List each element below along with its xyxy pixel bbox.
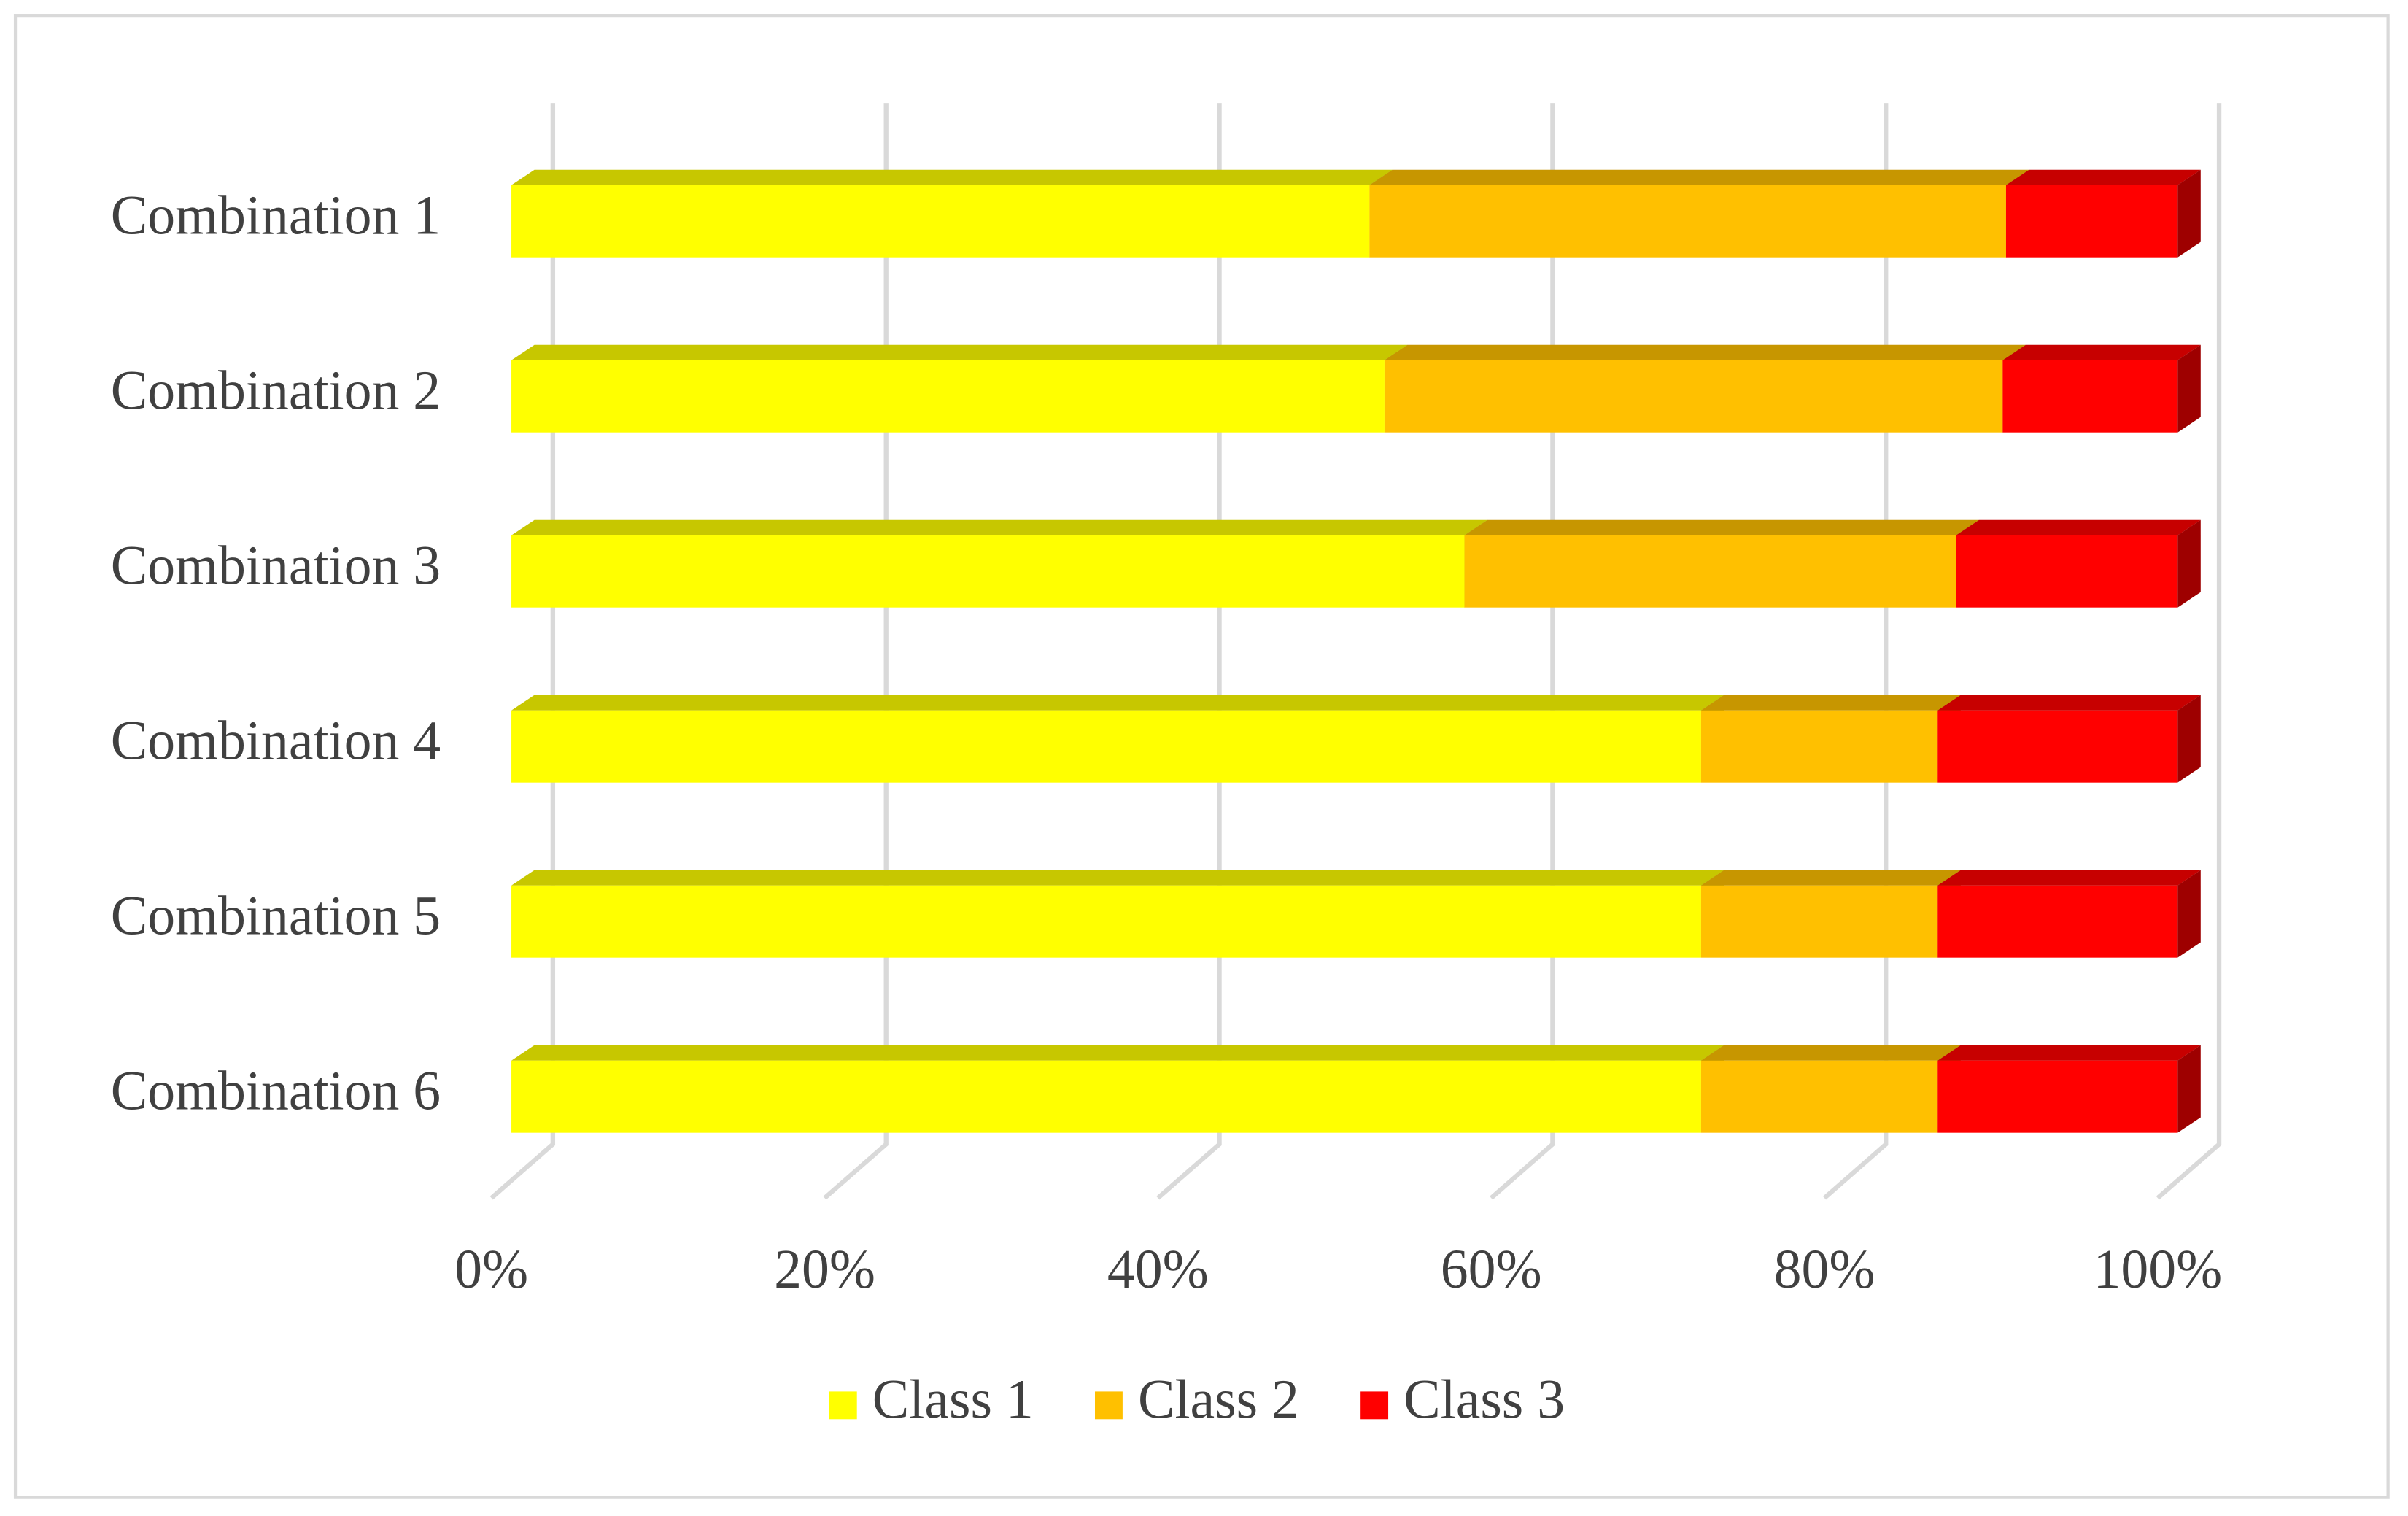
y-tick-label: Combination 3: [111, 535, 441, 597]
legend-swatch: [1094, 1391, 1123, 1420]
bar-front: [1700, 710, 1938, 783]
bar-segment: [1369, 169, 2029, 258]
bar-top: [1700, 1045, 1961, 1061]
bar-segment: [511, 870, 1724, 958]
bar-front: [2002, 360, 2178, 433]
bar-top: [1369, 169, 2029, 185]
bar-side: [2177, 1045, 2201, 1133]
bar-front: [1937, 710, 2178, 783]
bar-segment: [511, 1045, 1724, 1133]
bar-top: [511, 1045, 1724, 1061]
bar-top: [1937, 1045, 2201, 1061]
bar-front: [1700, 1060, 1938, 1133]
bar-front: [1369, 185, 2006, 258]
bar-top: [511, 695, 1724, 711]
y-tick-label: Combination 2: [111, 360, 441, 422]
bar-top: [1937, 695, 2201, 711]
bar-side: [2177, 169, 2201, 258]
bar-front: [511, 360, 1385, 433]
bar-segment: [1464, 519, 1979, 608]
bar-segment: [511, 519, 1488, 608]
bar-top: [2002, 344, 2201, 360]
grid-line: [489, 103, 556, 1200]
bar-top: [1700, 695, 1961, 711]
bar-side: [2177, 344, 2201, 433]
bar-top: [511, 870, 1724, 886]
bar-front: [1700, 885, 1938, 958]
grid-line: [823, 103, 889, 1200]
grid-line: [1156, 103, 1222, 1200]
bar-top: [511, 519, 1488, 535]
bar-segment: [2002, 344, 2201, 433]
bar-segment: [1700, 1045, 1961, 1133]
bar-segment: [1937, 1045, 2201, 1133]
y-tick-label: Combination 5: [111, 886, 441, 947]
bar-side: [2177, 519, 2201, 608]
bar-segment: [511, 344, 1408, 433]
bar-segment: [1956, 519, 2201, 608]
y-tick-label: Combination 6: [111, 1061, 441, 1122]
grid-line: [2156, 103, 2222, 1200]
legend-swatch: [1360, 1391, 1389, 1420]
grid-line: [1490, 103, 1555, 1200]
x-tick-label: 60%: [1441, 1239, 1542, 1300]
bar-front: [511, 885, 1701, 958]
bar-top: [1956, 519, 2201, 535]
x-tick-label: 80%: [1774, 1239, 1875, 1300]
bar-top: [511, 169, 1393, 185]
bar-front: [1956, 535, 2178, 608]
x-tick-label: 20%: [774, 1239, 875, 1300]
legend-label: Class 1: [872, 1369, 1034, 1431]
bar-front: [511, 710, 1701, 783]
bar-segment: [511, 695, 1724, 783]
bar-top: [511, 344, 1408, 360]
x-tick-label: 0%: [454, 1239, 528, 1300]
bar-front: [2005, 185, 2178, 258]
bar-top: [1937, 870, 2201, 886]
y-tick-label: Combination 4: [111, 711, 441, 772]
bar-top: [2005, 169, 2201, 185]
bar-front: [1937, 885, 2178, 958]
legend-label: Class 3: [1404, 1369, 1565, 1431]
bar-segment: [1937, 695, 2201, 783]
bar-segment: [1700, 695, 1961, 783]
bar-segment: [2005, 169, 2201, 258]
bar-front: [1384, 360, 2003, 433]
grid-line: [1822, 103, 1889, 1200]
legend-label: Class 2: [1138, 1369, 1299, 1431]
bar-top: [1700, 870, 1961, 886]
x-tick-label: 40%: [1107, 1239, 1209, 1300]
y-tick-label: Combination 1: [111, 185, 441, 247]
bar-front: [1464, 535, 1956, 608]
bar-front: [511, 535, 1465, 608]
bar-front: [511, 1060, 1701, 1133]
legend-swatch: [829, 1391, 857, 1420]
bar-segment: [511, 169, 1393, 258]
bar-top: [1384, 344, 2026, 360]
bar-segment: [1700, 870, 1961, 958]
bar-front: [1937, 1060, 2178, 1133]
bar-side: [2177, 695, 2201, 783]
bar-segment: [1937, 870, 2201, 958]
bar-side: [2177, 870, 2201, 958]
bar-segment: [1384, 344, 2026, 433]
bar-front: [511, 185, 1370, 258]
bar-top: [1464, 519, 1979, 535]
x-tick-label: 100%: [2093, 1239, 2222, 1300]
